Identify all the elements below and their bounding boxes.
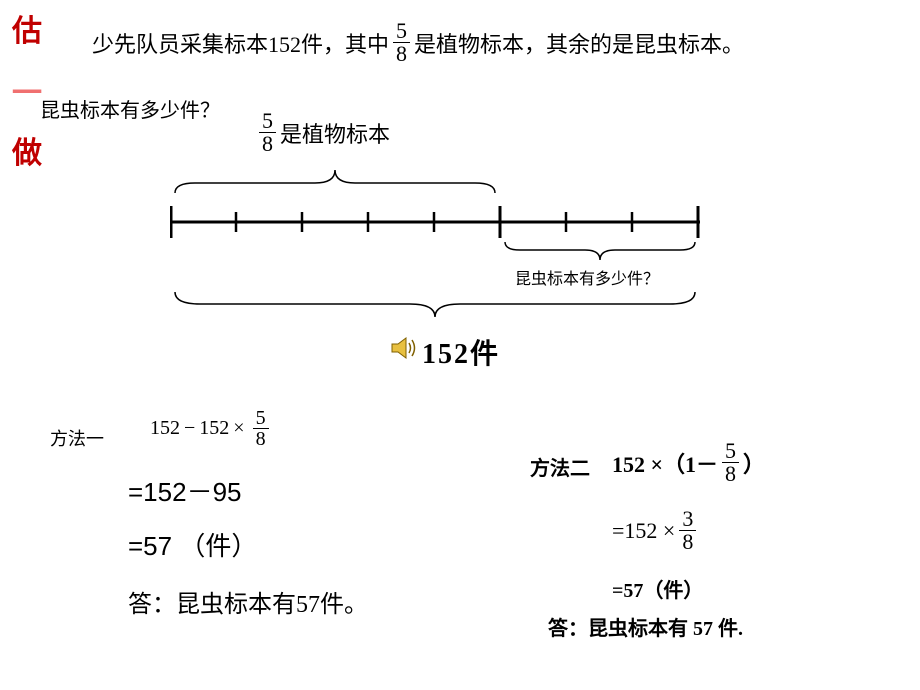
method1-step2: =57 （件）: [128, 526, 257, 563]
method2-answer: 答：昆虫标本有 57 件.: [548, 612, 743, 641]
problem-prefix: 少先队员采集标本152件，其中: [92, 27, 389, 59]
plant-fraction-label: 5 8 是植物标本: [255, 110, 390, 155]
brace-bottom-total: [170, 290, 700, 320]
total-label: 152件: [422, 332, 500, 372]
method2-fraction-step: 3 8: [679, 508, 696, 553]
method2-step2: =57（件）: [612, 574, 703, 603]
char-zuo: 做: [12, 130, 42, 178]
speaker-icon: [390, 335, 418, 361]
char-yi: 一: [12, 70, 42, 118]
char-gu: 估: [12, 8, 42, 56]
method2-label: 方法二: [530, 452, 590, 481]
method2-step1: =152 × 3 8: [612, 508, 700, 553]
brace-top-plant: [170, 165, 500, 195]
plant-fraction: 5 8: [259, 110, 276, 155]
problem-line-1: 少先队员采集标本152件，其中 5 8 是植物标本，其余的是昆虫标本。: [92, 20, 744, 65]
brace-right-insect: [500, 240, 700, 262]
method1-fraction: 5 8: [253, 408, 269, 449]
problem-fraction: 5 8: [393, 20, 410, 65]
method2-expression: 152 ×（1－ 5 8 ）: [612, 440, 765, 485]
method1-step1: =152－95: [128, 472, 241, 509]
method1-label: 方法一: [50, 425, 104, 451]
insect-question-label: 昆虫标本有多少件？: [515, 265, 659, 289]
plant-label-text: 是植物标本: [280, 117, 390, 149]
method2-fraction: 5 8: [722, 440, 739, 485]
method1-answer: 答：昆虫标本有57件。: [128, 584, 368, 619]
bar-diagram: 5 8 是植物标本 昆虫标本有多少件？ 152件: [170, 110, 710, 390]
number-line: [170, 202, 700, 242]
problem-suffix: 是植物标本，其余的是昆虫标本。: [414, 27, 744, 59]
method1-expression: 152 − 152 × 5 8: [150, 408, 273, 449]
